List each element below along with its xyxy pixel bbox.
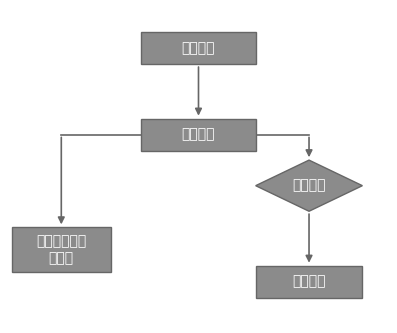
Bar <box>141 119 256 151</box>
Text: 预警发布: 预警发布 <box>292 275 326 289</box>
Bar <box>12 227 111 272</box>
Text: 数据处理: 数据处理 <box>182 128 215 142</box>
Bar <box>256 266 362 298</box>
Polygon shape <box>256 160 362 211</box>
Bar <box>141 32 256 64</box>
Text: 数据获取: 数据获取 <box>182 41 215 55</box>
Text: 等值线、等值
面绘制: 等值线、等值 面绘制 <box>36 234 87 265</box>
Text: 预警判定: 预警判定 <box>292 179 326 193</box>
